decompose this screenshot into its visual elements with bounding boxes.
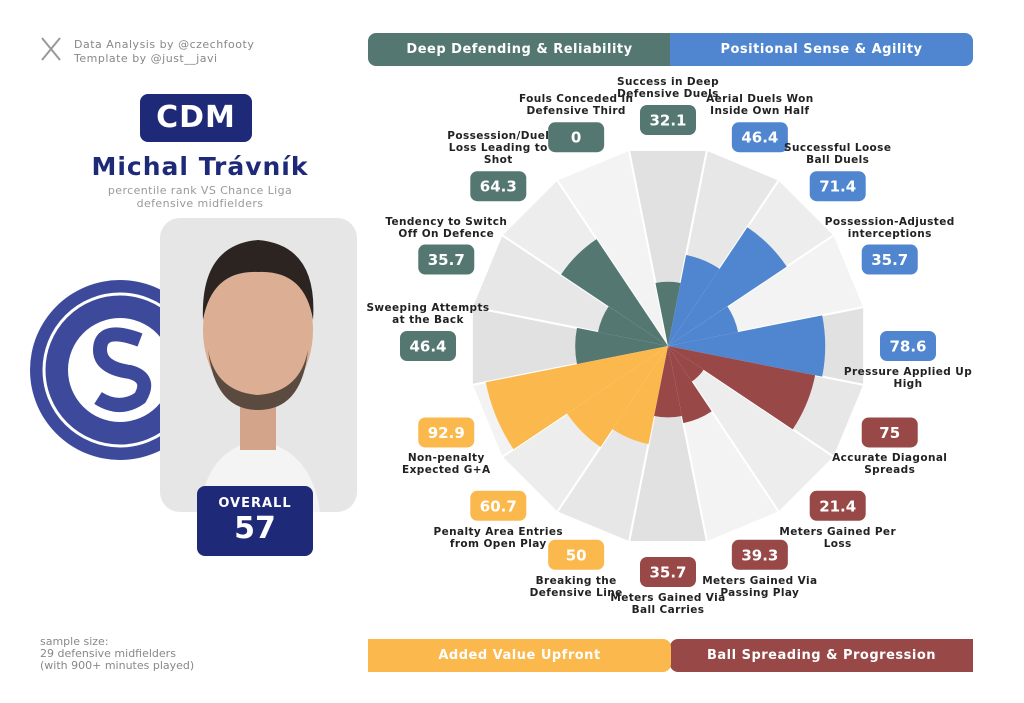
value-label: 39.3: [741, 546, 778, 564]
overall-value: 57: [234, 511, 276, 546]
slice: [597, 306, 668, 346]
value-label: 50: [566, 546, 587, 564]
credit-data: Data Analysis by @czechfooty: [74, 38, 255, 51]
category-label: Penalty Area Entries from Open Play: [433, 525, 564, 550]
slice: [567, 346, 668, 447]
x-logo: [41, 37, 61, 61]
category-label: Possession-Adjusted interceptions: [824, 215, 955, 240]
footer-line: 29 defensive midfielders: [40, 647, 176, 660]
value-box: [418, 417, 475, 448]
value-label: 64.3: [480, 178, 517, 196]
value-box: [548, 122, 605, 153]
value-box: [640, 105, 696, 135]
group-header: Deep Defending & Reliability: [368, 33, 671, 66]
category-label: Accurate Diagonal Spreads: [832, 452, 948, 477]
category-label: Fouls Conceded in Defensive Third: [518, 93, 634, 118]
value-box: [809, 171, 866, 202]
category-label: Tendency to Switch Off On Defence: [385, 215, 508, 240]
comparison: percentile rank VS Chance Liga defensive…: [107, 184, 293, 210]
value-label: 92.9: [428, 424, 465, 442]
category-label: Meters Gained Per Loss: [779, 525, 897, 550]
group-header: Positional Sense & Agility: [670, 33, 973, 66]
value-box: [731, 539, 788, 570]
slice: [668, 315, 826, 377]
category-label: Sweeping Attempts at the Back: [366, 302, 490, 326]
slice: [561, 239, 668, 346]
value-label: 0: [571, 129, 581, 147]
overall-box: OVERALL 57: [197, 486, 313, 556]
position-badge: CDM: [140, 94, 252, 142]
category-label: Success in Deep Defensive Duels: [617, 76, 719, 100]
value-box: [418, 244, 475, 275]
value-label: 32.1: [649, 112, 686, 130]
group-header: Added Value Upfront: [368, 639, 671, 672]
slice: [668, 254, 720, 346]
value-label: 78.6: [889, 338, 926, 356]
slice: [612, 346, 668, 445]
footer-line: sample size:: [40, 635, 109, 648]
slice: [668, 346, 704, 382]
slice: [668, 306, 739, 346]
value-box: [640, 557, 696, 587]
slice: [575, 327, 668, 365]
value-label: 35.7: [428, 251, 465, 269]
value-box: [400, 331, 456, 361]
value-label: 21.4: [819, 497, 856, 515]
slice: [668, 227, 787, 346]
value-box: [470, 490, 527, 521]
value-label: 46.4: [741, 129, 778, 147]
value-label: 46.4: [409, 338, 446, 356]
value-box: [470, 171, 527, 202]
value-label: 71.4: [819, 178, 856, 196]
value-box: [809, 490, 866, 521]
player-photo: [160, 218, 357, 512]
value-label: 75: [879, 424, 900, 442]
value-label: 60.7: [480, 497, 517, 515]
slices: [485, 227, 826, 450]
category-label: Possession/Duel Loss Leading to Shot: [447, 130, 550, 167]
slice: [668, 346, 712, 424]
category-label: Breaking the Defensive Line: [529, 574, 623, 599]
category-label: Meters Gained Via Passing Play: [702, 574, 818, 599]
credit-template: Template by @just__javi: [74, 52, 218, 65]
value-label: 35.7: [871, 251, 908, 269]
player-name: Michal Trávník: [91, 152, 309, 181]
slice: [485, 346, 668, 450]
slice: [655, 281, 681, 346]
category-label: Non-penalty Expected G+A: [402, 452, 491, 477]
category-label: Successful Loose Ball Duels: [784, 142, 892, 167]
value-label: 35.7: [649, 564, 686, 582]
value-box: [731, 122, 788, 153]
slice: [668, 346, 816, 430]
category-label: Meters Gained Via Ball Carries: [610, 592, 726, 616]
category-label: Aerial Duels Won Inside Own Half: [706, 93, 814, 118]
group-header: Ball Spreading & Progression: [670, 639, 973, 672]
category-label: Pressure Applied Up High: [843, 366, 973, 390]
value-box: [548, 539, 605, 570]
overall-label: OVERALL: [218, 496, 292, 511]
footer-line: (with 900+ minutes played): [40, 659, 195, 672]
value-box: [861, 417, 918, 448]
slice: [654, 346, 682, 418]
value-box: [861, 244, 918, 275]
value-box: [880, 331, 936, 361]
